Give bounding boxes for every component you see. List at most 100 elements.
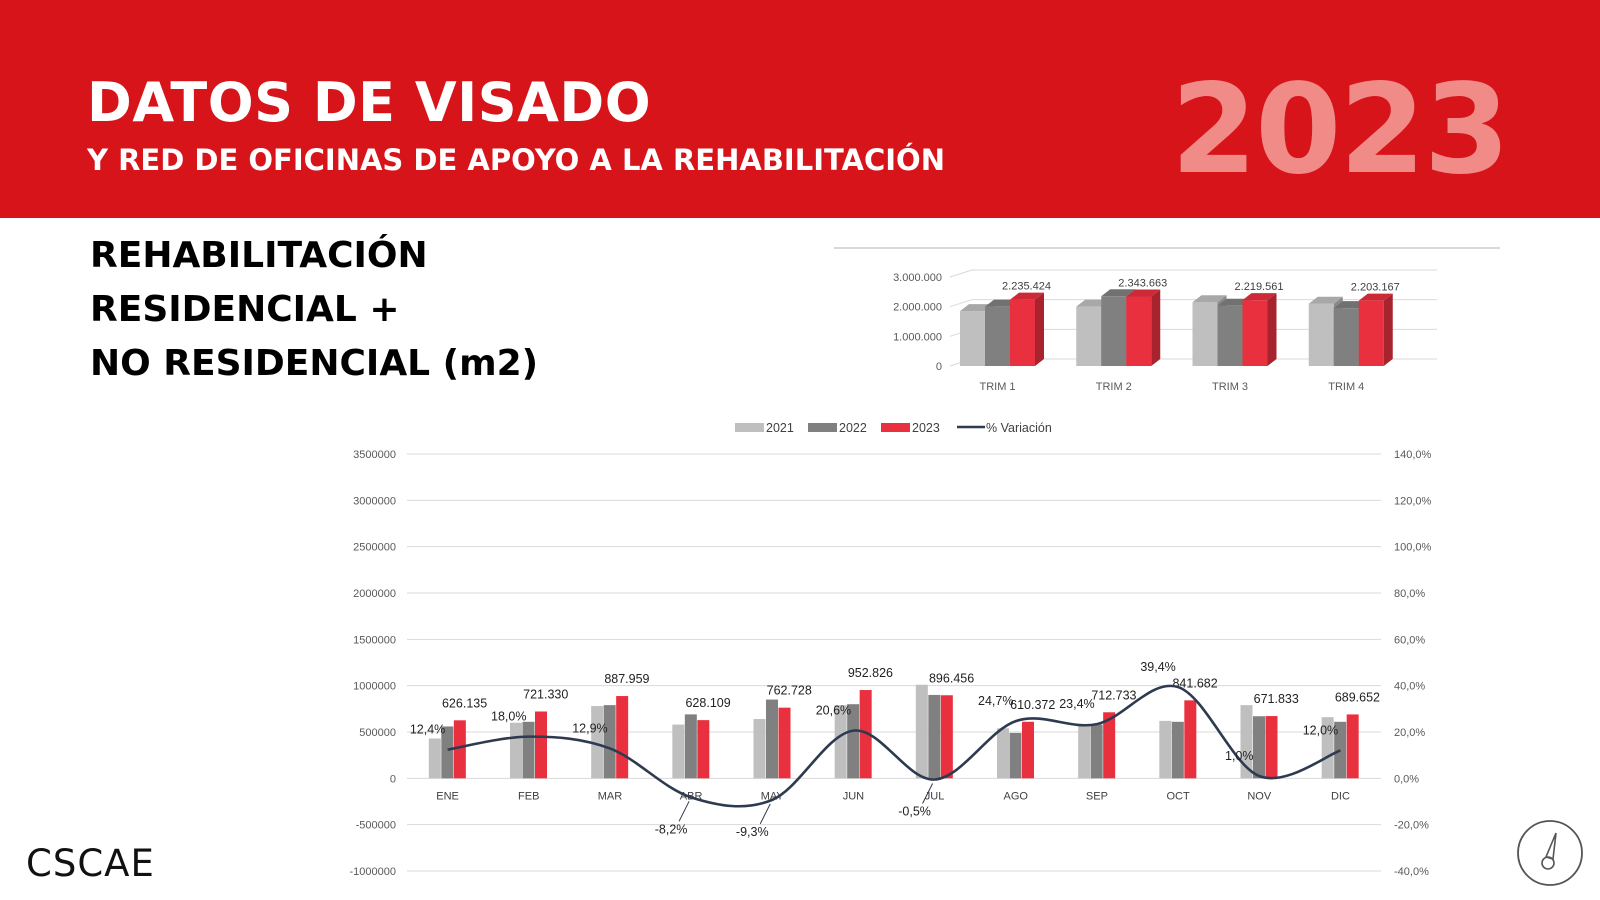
bar (778, 707, 791, 779)
data-label: 712.733 (1091, 688, 1136, 702)
y-tick-label: 3.000.000 (893, 272, 942, 284)
data-label: 610.372 (1010, 698, 1055, 712)
bar (1101, 296, 1127, 366)
data-label: 952.826 (848, 666, 893, 680)
gridline (949, 269, 973, 278)
line-label: 24,7% (978, 694, 1013, 708)
bar-top (1101, 289, 1136, 297)
x-tick-label: JUL (925, 790, 945, 802)
bar (1184, 700, 1197, 779)
y-tick-label: 2.000.000 (893, 302, 942, 314)
bar (510, 722, 522, 779)
data-label: 2.235.424 (1002, 281, 1051, 293)
line-label: 23,4% (1059, 697, 1094, 711)
y2-tick-label: 20,0% (1394, 727, 1425, 739)
bar (603, 705, 616, 779)
bar (1346, 714, 1359, 779)
legend-label: % Variación (986, 421, 1052, 435)
x-tick-label: DIC (1331, 790, 1350, 802)
y-tick-label: -1000000 (350, 866, 397, 878)
data-label: 762.728 (767, 684, 812, 698)
line-label: 12,4% (410, 723, 445, 737)
x-tick-label: SEP (1086, 790, 1108, 802)
bar (859, 690, 872, 779)
cscae-logo: CSCAE (26, 842, 155, 885)
legend-label: 2023 (912, 421, 940, 435)
bar (1265, 716, 1278, 779)
bar (753, 719, 766, 779)
line-label: 1,0% (1225, 749, 1254, 763)
bar (1078, 724, 1091, 779)
bar (1242, 300, 1268, 366)
bar-top (1192, 295, 1227, 303)
y2-tick-label: 40,0% (1394, 681, 1425, 693)
bar (591, 706, 604, 779)
page-subtitle: Y RED DE OFICINAS DE APOYO A LA REHABILI… (87, 143, 945, 177)
bar (1159, 720, 1172, 779)
y2-tick-label: 120,0% (1394, 495, 1432, 507)
legend-swatch (881, 423, 910, 432)
gridline (949, 299, 973, 308)
leader-line (678, 801, 690, 822)
bar-top (1242, 293, 1277, 301)
data-label: 841.682 (1172, 676, 1217, 690)
data-label: 671.833 (1254, 692, 1299, 706)
bar (1090, 724, 1103, 779)
bar-top (1308, 296, 1343, 304)
y2-tick-label: 60,0% (1394, 634, 1425, 646)
compass-icon (1515, 818, 1585, 893)
x-tick-label: TRIM 3 (1212, 381, 1248, 393)
bar (1126, 296, 1152, 366)
data-label: 626.135 (442, 696, 487, 710)
bar (1192, 302, 1218, 366)
bar (1171, 721, 1184, 779)
bar (428, 738, 441, 779)
section-title-line: NO RESIDENCIAL (m2) (90, 343, 539, 384)
x-tick-label: NOV (1247, 790, 1272, 802)
y-tick-label: 500000 (359, 727, 396, 739)
y-tick-label: 0 (936, 361, 942, 373)
y2-tick-label: 0,0% (1394, 773, 1419, 785)
bar (522, 721, 535, 779)
data-label: 628.109 (685, 696, 730, 710)
data-label: 2.219.561 (1235, 281, 1284, 293)
bar-side (1267, 293, 1277, 366)
bar (1076, 306, 1102, 366)
y-tick-label: 0 (390, 773, 396, 785)
line-label: -9,3% (736, 825, 769, 839)
data-label: 887.959 (604, 672, 649, 686)
bar (1308, 303, 1334, 366)
bar (1217, 305, 1243, 366)
x-tick-label: MAY (761, 790, 785, 802)
y-tick-label: 1500000 (353, 634, 396, 646)
legend-label: 2021 (766, 421, 794, 435)
legend-label: 2022 (839, 421, 867, 435)
bar (453, 720, 466, 779)
line-label: 12,0% (1303, 724, 1338, 738)
bar (928, 694, 941, 779)
line-label: 12,9% (572, 721, 607, 735)
bar (697, 720, 710, 779)
x-tick-label: TRIM 2 (1096, 381, 1132, 393)
bar (1358, 300, 1384, 366)
x-tick-label: AGO (1004, 790, 1029, 802)
bar (915, 684, 928, 779)
bar (1103, 712, 1116, 779)
x-tick-label: MAR (598, 790, 623, 802)
bar (997, 728, 1009, 779)
y-tick-label: -500000 (356, 820, 396, 832)
bar (847, 704, 860, 779)
y-tick-label: 2000000 (353, 588, 396, 600)
bar (616, 696, 629, 779)
y2-tick-label: 100,0% (1394, 542, 1432, 554)
data-label: 689.652 (1335, 690, 1380, 704)
y2-tick-label: 140,0% (1394, 449, 1432, 461)
data-label: 721.330 (523, 687, 568, 701)
y2-tick-label: -40,0% (1394, 866, 1429, 878)
x-tick-label: FEB (518, 790, 539, 802)
bar (684, 714, 697, 779)
bar (672, 724, 685, 779)
bar (1253, 716, 1265, 779)
x-tick-label: JUN (843, 790, 864, 802)
